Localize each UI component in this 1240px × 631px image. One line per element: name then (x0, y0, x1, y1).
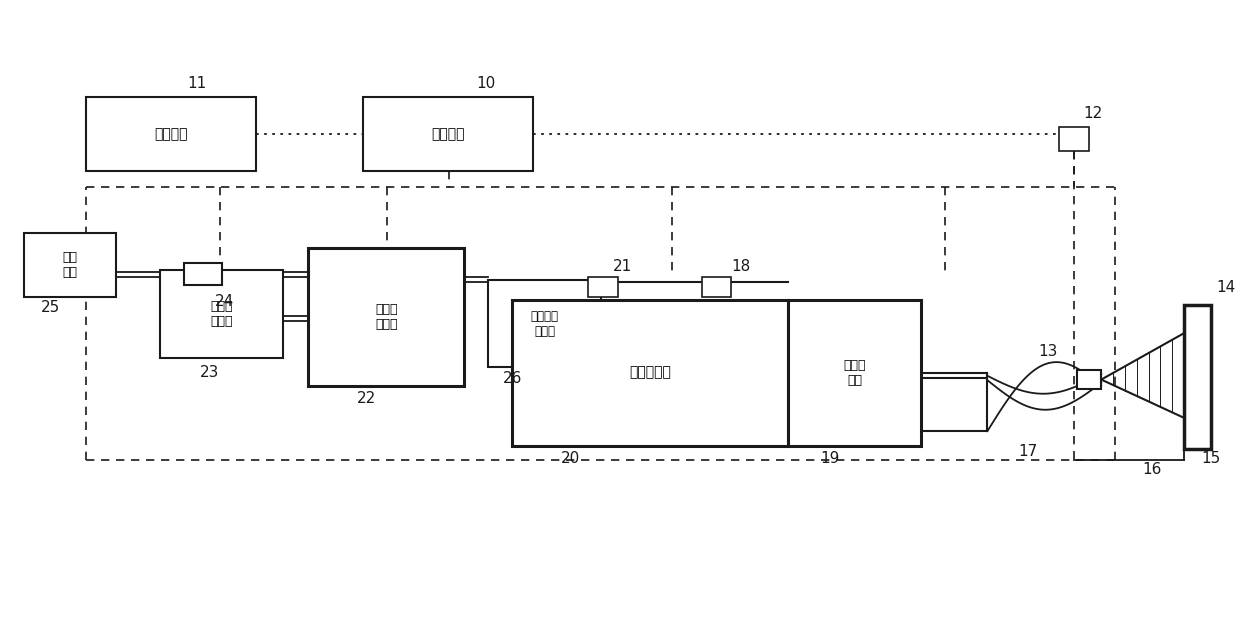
Text: 显示仪表: 显示仪表 (154, 127, 187, 141)
Bar (160, 270, 284, 358)
Text: 19: 19 (821, 451, 839, 466)
Text: 20: 20 (560, 451, 580, 466)
Text: 泄露诊
断模块: 泄露诊 断模块 (211, 300, 233, 328)
Bar (1076, 370, 1101, 389)
Text: 21: 21 (613, 259, 632, 274)
Text: 油筱隔离
阀总成: 油筱隔离 阀总成 (531, 310, 558, 338)
Text: 13: 13 (1038, 345, 1058, 360)
Bar (185, 262, 222, 285)
Text: 11: 11 (187, 76, 207, 91)
Bar (24, 233, 117, 297)
Text: 24: 24 (215, 294, 233, 309)
Text: 26: 26 (502, 371, 522, 386)
Text: 17: 17 (1018, 444, 1038, 459)
Bar (789, 300, 920, 445)
Bar (1184, 305, 1211, 449)
Bar (1059, 127, 1089, 151)
Bar (487, 280, 601, 367)
Text: 10: 10 (476, 76, 496, 91)
Bar (588, 276, 618, 297)
Text: 18: 18 (732, 259, 751, 274)
Text: 16: 16 (1142, 462, 1162, 477)
Text: 燃油筱总成: 燃油筱总成 (630, 366, 671, 380)
Bar (362, 97, 533, 171)
Text: 25: 25 (41, 300, 61, 316)
Text: 控制模块: 控制模块 (432, 127, 465, 141)
Bar (309, 247, 464, 386)
Bar (512, 300, 789, 445)
Text: 活性碘
罐总成: 活性碘 罐总成 (374, 303, 397, 331)
Text: 14: 14 (1216, 280, 1236, 295)
Bar (86, 97, 257, 171)
Text: 燃油泵
总成: 燃油泵 总成 (843, 358, 866, 387)
Text: 22: 22 (357, 391, 376, 406)
Text: 进气
歧管: 进气 歧管 (62, 251, 78, 279)
Text: 12: 12 (1083, 106, 1102, 121)
Text: 23: 23 (200, 365, 219, 379)
Bar (702, 276, 732, 297)
Text: 15: 15 (1202, 451, 1221, 466)
